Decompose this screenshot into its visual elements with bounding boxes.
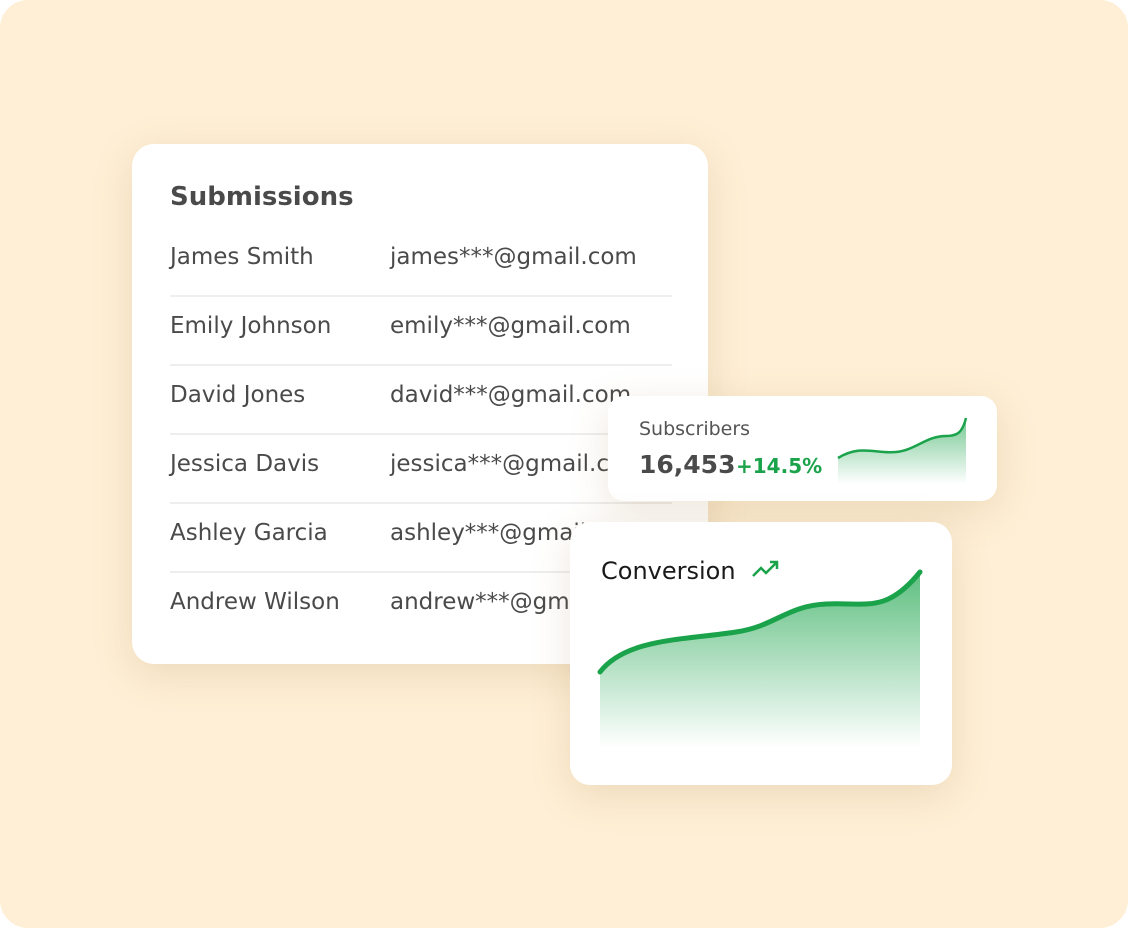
table-row: David Jones david***@gmail.com — [170, 364, 672, 435]
subscribers-label: Subscribers — [639, 418, 751, 440]
table-row: Emily Johnson emily***@gmail.com — [170, 295, 672, 366]
subscribers-change: +14.5% — [736, 454, 823, 478]
name: James Smith — [170, 244, 314, 270]
email: jessica***@gmail.com — [390, 451, 646, 477]
table-row: Jessica Davis jessica***@gmail.com — [170, 433, 672, 504]
email: david***@gmail.com — [390, 382, 632, 408]
table-row: James Smith james***@gmail.com — [170, 226, 672, 297]
name: Ashley Garcia — [170, 520, 328, 546]
name: Jessica Davis — [170, 451, 320, 477]
subscribers-value: 16,453 — [639, 450, 736, 479]
conversion-card: Conversion — [570, 522, 952, 785]
name: Andrew Wilson — [170, 589, 340, 615]
conversion-chart — [597, 569, 923, 748]
name: Emily Johnson — [170, 313, 332, 339]
subscribers-card: Subscribers 16,453 +14.5% — [608, 396, 997, 501]
subscribers-sparkline — [837, 417, 968, 484]
email: james***@gmail.com — [390, 244, 637, 270]
trending-up-icon — [752, 560, 779, 577]
submissions-title: Submissions — [170, 182, 354, 212]
conversion-title: Conversion — [601, 557, 736, 585]
email: emily***@gmail.com — [390, 313, 631, 339]
name: David Jones — [170, 382, 306, 408]
